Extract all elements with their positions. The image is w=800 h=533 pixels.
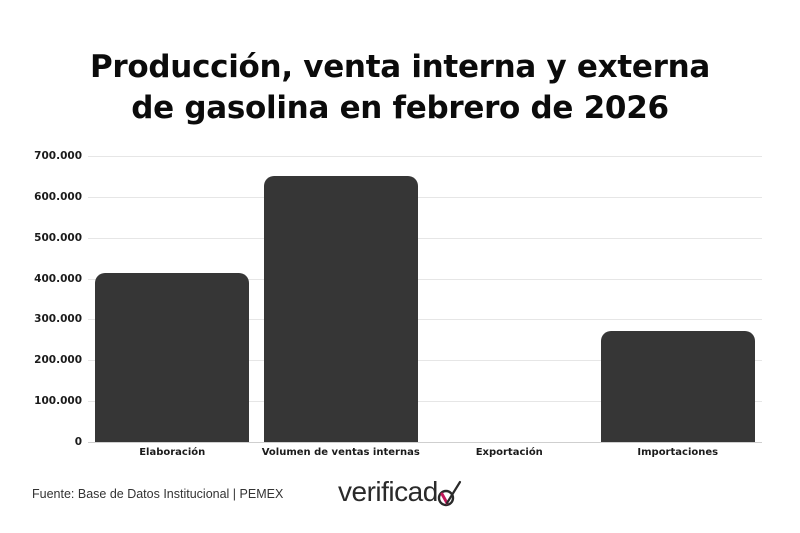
chart-title-line-1: Producción, venta interna y externa [90, 49, 710, 85]
chart-title-line-2: de gasolina en febrero de 2026 [131, 90, 669, 126]
gridline [88, 278, 762, 280]
y-tick-label: 0 [74, 436, 82, 448]
x-tick-label: Exportación [475, 447, 543, 458]
logo-text: verificad [338, 476, 438, 507]
gridline [88, 156, 762, 157]
x-tick-label: Volumen de ventas internas [261, 447, 420, 458]
gridline [88, 319, 762, 321]
y-tick-label: 100.000 [34, 395, 82, 408]
bar [95, 273, 250, 442]
gridline [88, 196, 762, 198]
gridline [88, 442, 762, 443]
gridline [88, 237, 762, 239]
x-tick-label: Importaciones [637, 447, 719, 458]
y-tick-label: 600.000 [34, 190, 82, 203]
y-tick-label: 400.000 [34, 272, 82, 285]
gridline [88, 401, 762, 403]
check-o-icon [437, 480, 461, 507]
bar [263, 176, 418, 442]
y-tick-label: 500.000 [34, 231, 82, 244]
y-tick-label: 200.000 [34, 354, 82, 367]
y-tick-label: 300.000 [34, 313, 82, 326]
source-note: Fuente: Base de Datos Institucional | PE… [32, 487, 284, 501]
x-tick-label: Elaboración [139, 447, 206, 458]
chart-title: Producción, venta interna y externa de g… [0, 47, 800, 129]
verificado-logo: verificad [338, 476, 462, 508]
plot-area [88, 156, 762, 443]
bar [600, 330, 755, 442]
gridline [88, 360, 762, 362]
y-tick-label: 700.000 [34, 150, 82, 162]
